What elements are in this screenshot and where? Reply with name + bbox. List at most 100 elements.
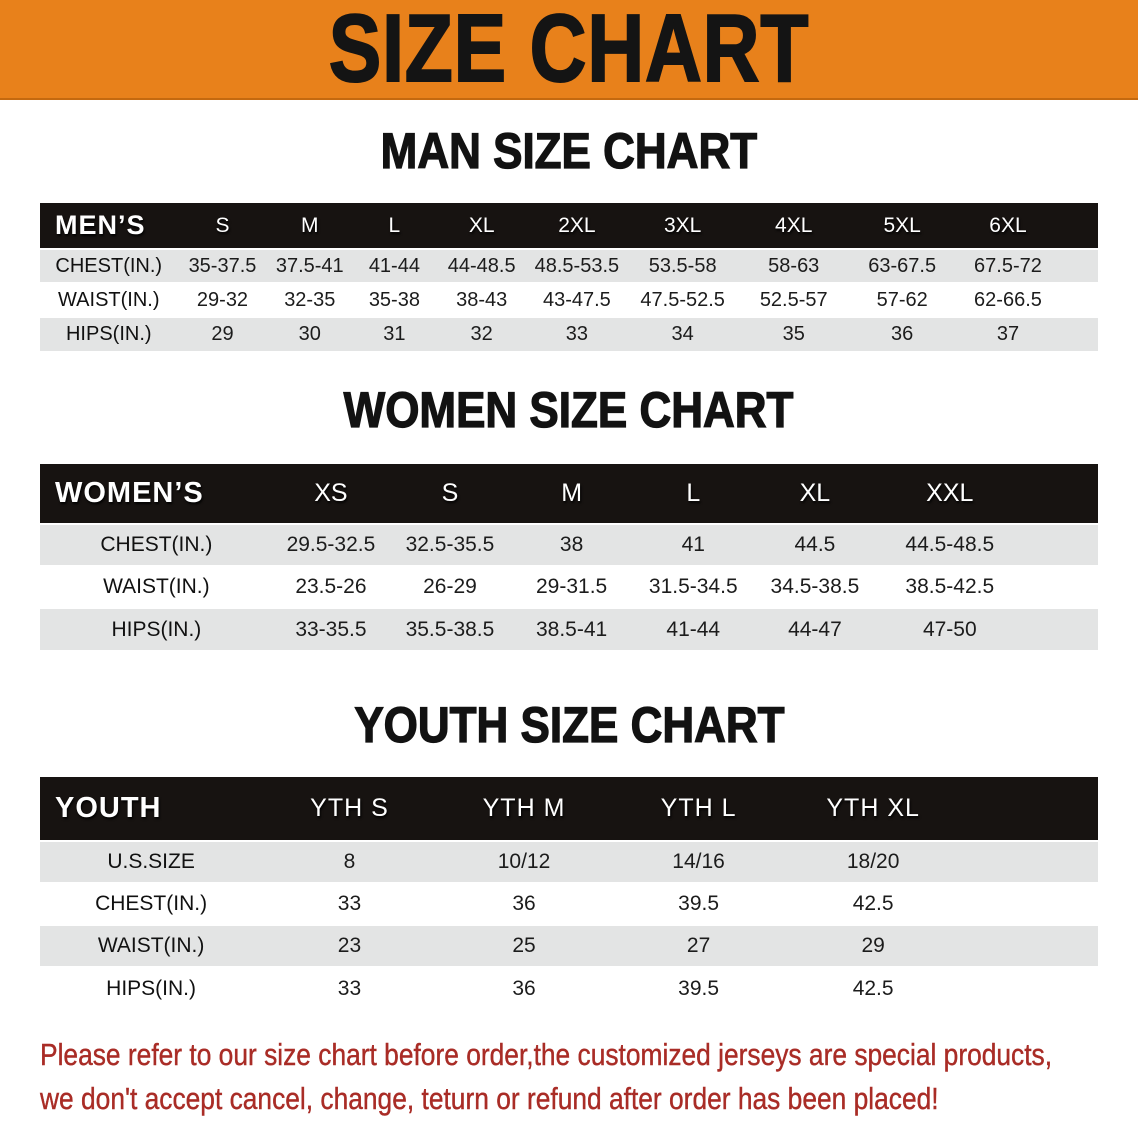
measurement-value-cell: 35-38 xyxy=(368,288,420,311)
row-filler-cell xyxy=(1024,566,1098,608)
youth-size-chart-heading-text: YOUTH SIZE CHART xyxy=(353,697,785,753)
row-label-cell: HIPS(IN.) xyxy=(111,617,202,641)
size-column-header: L xyxy=(388,213,401,237)
measurement-value-cell: 36 xyxy=(891,323,914,345)
measurement-value-cell: 31.5-34.5 xyxy=(648,575,738,598)
table-group-label: WOMEN’S xyxy=(55,477,204,509)
header-filler-cell xyxy=(960,777,1098,841)
table-header-row: MEN’S S M L XL 2XL 3XL 4XL 5XL 6XL xyxy=(40,203,1098,249)
measurement-value-cell: 43-47.5 xyxy=(542,288,611,311)
measurement-row: WAIST(IN.) 23.5-26 26-29 29-31.5 31.5-34.5 34… xyxy=(40,566,1098,608)
measurement-value-cell: 34 xyxy=(671,323,694,345)
measurement-value-cell: 44-48.5 xyxy=(447,254,516,277)
row-label-cell: HIPS(IN.) xyxy=(106,976,196,1000)
row-filler-cell xyxy=(1061,283,1098,317)
row-filler-cell xyxy=(960,883,1098,925)
size-column-header: YTH L xyxy=(660,794,737,822)
women-size-chart-heading-text: WOMEN SIZE CHART xyxy=(344,382,795,438)
table-group-label: YOUTH xyxy=(55,792,162,824)
measurement-value-cell: 35-37.5 xyxy=(188,254,257,277)
row-filler-cell xyxy=(1061,249,1098,283)
measurement-value-cell: 29 xyxy=(861,934,885,957)
measurement-value-cell: 41-44 xyxy=(666,617,721,641)
row-filler-cell xyxy=(1024,524,1098,566)
row-label-cell: WAIST(IN.) xyxy=(97,934,205,957)
measurement-value-cell: 23 xyxy=(337,934,362,957)
measurement-value-cell: 44.5-48.5 xyxy=(905,533,995,556)
measurement-value-cell: 35.5-38.5 xyxy=(405,617,495,641)
measurement-value-cell: 52.5-57 xyxy=(759,288,828,311)
measurement-value-cell: 29-32 xyxy=(196,288,249,311)
row-filler-cell xyxy=(1024,608,1098,650)
measurement-value-cell: 37.5-41 xyxy=(275,254,344,277)
measurement-value-cell: 38.5-41 xyxy=(535,617,608,641)
measurement-value-cell: 44-47 xyxy=(788,617,842,641)
measurement-value-cell: 32.5-35.5 xyxy=(405,533,495,556)
size-column-header: YTH XL xyxy=(826,794,920,822)
size-column-header: 3XL xyxy=(663,213,702,237)
measurement-value-cell: 31 xyxy=(383,323,406,345)
measurement-value-cell: 33 xyxy=(565,323,588,345)
header-filler-cell xyxy=(1024,464,1098,524)
size-column-header: XL xyxy=(799,479,831,507)
row-filler-cell xyxy=(960,925,1098,967)
size-column-header: 6XL xyxy=(989,213,1027,237)
women-size-chart-heading: WOMEN SIZE CHART xyxy=(0,351,1138,435)
size-table: YOUTH YTH S YTH M YTH L YTH XL U.S.SIZE 8 10/12… xyxy=(40,777,1098,1009)
measurement-row: CHEST(IN.) 29.5-32.5 32.5-35.5 38 41 44.5 44.5… xyxy=(40,524,1098,566)
measurement-value-cell: 41-44 xyxy=(368,254,420,277)
measurement-row: CHEST(IN.) 35-37.5 37.5-41 41-44 44-48.5 48.5… xyxy=(40,249,1098,283)
man-size-chart-heading: MAN SIZE CHART xyxy=(0,100,1138,176)
measurement-row: HIPS(IN.) 29 30 31 32 33 34 35 36 37 xyxy=(40,317,1098,351)
measurement-value-cell: 47-50 xyxy=(922,617,977,641)
measurement-value-cell: 42.5 xyxy=(852,976,894,1000)
measurement-row: CHEST(IN.) 33 36 39.5 42.5 xyxy=(40,883,1098,925)
size-table: WOMEN’S XS S M L XL XXL CHEST(IN.) 29.5-32.5 32.5… xyxy=(40,464,1098,650)
measurement-value-cell: 30 xyxy=(298,323,321,345)
size-column-header: XS xyxy=(314,479,348,507)
measurement-value-cell: 33 xyxy=(337,892,362,915)
measurement-value-cell: 39.5 xyxy=(678,976,720,1000)
man-size-chart-heading-text: MAN SIZE CHART xyxy=(380,123,758,179)
measurement-value-cell: 42.5 xyxy=(852,892,894,915)
measurement-value-cell: 33 xyxy=(337,976,362,1000)
mens-size-table: MEN’S S M L XL 2XL 3XL 4XL 5XL 6XL CHEST(IN.) 35-37… xyxy=(40,203,1098,351)
measurement-value-cell: 41 xyxy=(681,533,705,556)
measurement-value-cell: 53.5-58 xyxy=(648,254,717,277)
size-column-header: XXL xyxy=(926,479,974,507)
measurement-row: WAIST(IN.) 23 25 27 29 xyxy=(40,925,1098,967)
size-column-header: XL xyxy=(468,213,495,237)
womens-size-table: WOMEN’S XS S M L XL XXL CHEST(IN.) 29.5-32.5 32.5… xyxy=(40,464,1098,650)
measurement-value-cell: 32-35 xyxy=(284,288,336,311)
measurement-value-cell: 37 xyxy=(996,323,1020,345)
measurement-value-cell: 67.5-72 xyxy=(974,254,1042,277)
row-label-cell: HIPS(IN.) xyxy=(65,323,152,345)
measurement-value-cell: 36 xyxy=(512,892,536,915)
order-disclaimer: Please refer to our size chart before or… xyxy=(40,1033,1138,1121)
size-column-header: S xyxy=(215,213,230,237)
size-chart-banner: SIZE CHART xyxy=(0,0,1138,100)
measurement-value-cell: 44.5 xyxy=(794,533,836,556)
measurement-value-cell: 34.5-38.5 xyxy=(770,575,860,598)
measurement-row: HIPS(IN.) 33 36 39.5 42.5 xyxy=(40,967,1098,1009)
row-filler-cell xyxy=(1061,317,1098,351)
measurement-value-cell: 18/20 xyxy=(846,850,900,873)
size-column-header: 5XL xyxy=(883,213,921,237)
measurement-value-cell: 63-67.5 xyxy=(868,254,937,277)
row-label-cell: WAIST(IN.) xyxy=(103,575,210,598)
size-column-header: S xyxy=(441,479,459,507)
measurement-row: WAIST(IN.) 29-32 32-35 35-38 38-43 43-47.5 47.… xyxy=(40,283,1098,317)
measurement-value-cell: 32 xyxy=(470,323,493,345)
measurement-value-cell: 26-29 xyxy=(423,575,477,598)
measurement-row: U.S.SIZE 8 10/12 14/16 18/20 xyxy=(40,841,1098,883)
size-column-header: 4XL xyxy=(775,213,813,237)
size-column-header: 2XL xyxy=(558,213,596,237)
size-table: MEN’S S M L XL 2XL 3XL 4XL 5XL 6XL CHEST(IN.) 35-37… xyxy=(40,203,1098,351)
measurement-value-cell: 39.5 xyxy=(678,892,720,915)
youth-size-table: YOUTH YTH S YTH M YTH L YTH XL U.S.SIZE 8 10/12… xyxy=(40,777,1098,1009)
measurement-value-cell: 33-35.5 xyxy=(295,617,367,641)
measurement-value-cell: 8 xyxy=(343,850,356,873)
page-title: SIZE CHART xyxy=(328,0,810,100)
measurement-value-cell: 29 xyxy=(211,323,234,345)
